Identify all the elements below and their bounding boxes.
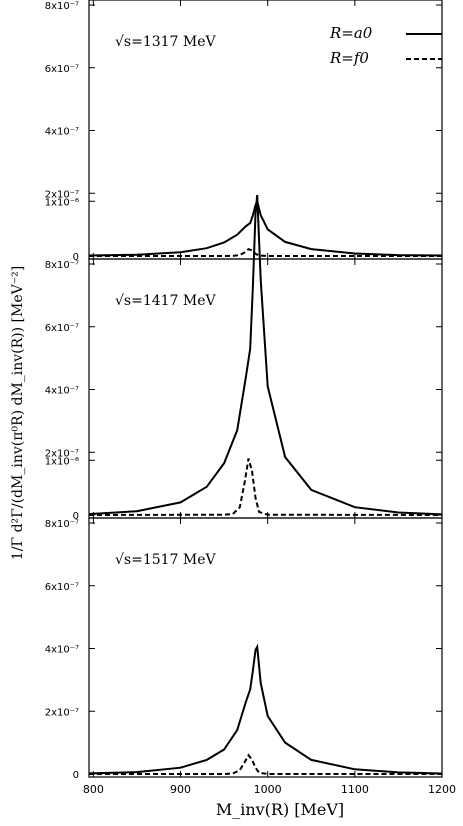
y-tick-label: 6x10⁻⁷: [45, 323, 79, 334]
y-tick-label: 8x10⁻⁷: [45, 519, 79, 530]
series-line-f0: [89, 753, 442, 775]
y-tick-label: 0: [73, 770, 79, 781]
y-tick-label: 0: [73, 511, 79, 522]
series-line-a0: [88, 194, 443, 516]
y-tick-label: 4x10⁻⁷: [45, 386, 79, 397]
x-tick-label: 1000: [254, 783, 282, 796]
y-tick-label: 2x10⁻⁷: [45, 707, 79, 718]
x-tick-label: 900: [170, 783, 191, 796]
y-tick-label: 2x10⁻⁷: [45, 448, 79, 459]
y-tick-label: 0: [73, 252, 79, 263]
x-tick-label: 800: [83, 783, 104, 796]
series-line-f0: [88, 458, 443, 516]
y-tick-label: 4x10⁻⁷: [45, 645, 79, 656]
x-tick-label: 1200: [428, 783, 456, 796]
panels: 0 2x10⁻⁷ 4x10⁻⁷ 6x10⁻⁷ 8x10⁻⁷ 1x10⁻⁶ √s=1317 M…: [45, 0, 456, 796]
y-tick-label: 2x10⁻⁷: [45, 189, 79, 200]
y-tick-label: 1x10⁻⁶: [45, 197, 79, 208]
panel-annotation: √s=1517 MeV: [115, 552, 217, 568]
y-tick-label: 8x10⁻⁷: [45, 1, 79, 12]
panel-frame: [88, 517, 443, 778]
series-line-f0: [89, 247, 442, 257]
y-axis-label: 1/Γ d²Γ/(dM_inv(π⁰R) dM_inv(R)) [MeV⁻²]: [10, 266, 26, 560]
series-line-a0: [88, 197, 443, 257]
x-axis-label: M_inv(R) [MeV]: [216, 800, 344, 819]
legend: R=a0 R=f0: [329, 24, 442, 67]
y-tick-label: 8x10⁻⁷: [45, 260, 79, 271]
panel-annotation: √s=1317 MeV: [115, 34, 217, 50]
series-line-a0: [88, 643, 443, 775]
panel-1: 0 2x10⁻⁷ 4x10⁻⁷ 6x10⁻⁷ 8x10⁻⁷ 1x10⁻⁶ √s=1317 M…: [45, 0, 443, 263]
x-tick-labels: 800 900 1000 1100 1200: [83, 783, 456, 796]
y-tick-label: 6x10⁻⁷: [45, 64, 79, 75]
y-tick-label: 6x10⁻⁷: [45, 582, 79, 593]
legend-label-a0: R=a0: [329, 24, 373, 42]
y-tick-label: 4x10⁻⁷: [45, 127, 79, 138]
x-tick-label: 1100: [341, 783, 369, 796]
panel-2: 0 2x10⁻⁷ 4x10⁻⁷ 6x10⁻⁷ 8x10⁻⁷ 1x10⁻⁶ √s=1417 M…: [45, 194, 443, 522]
panel-3: 0 2x10⁻⁷ 4x10⁻⁷ 6x10⁻⁷ 8x10⁻⁷ 1x10⁻⁶ √s=1517 M…: [45, 456, 443, 781]
panel-annotation: √s=1417 MeV: [115, 293, 217, 309]
y-tick-label: 1x10⁻⁶: [45, 456, 79, 467]
legend-label-f0: R=f0: [329, 49, 369, 67]
